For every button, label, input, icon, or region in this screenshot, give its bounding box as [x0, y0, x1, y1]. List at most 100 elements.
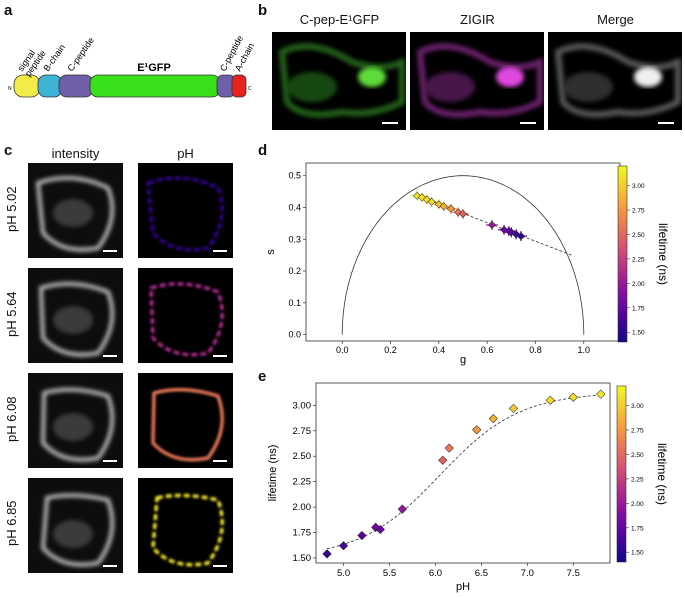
micrograph-cpep-e1gfp	[272, 32, 406, 130]
panel-label-a: a	[4, 2, 13, 19]
row-label-ph-502: pH 5.02	[4, 186, 19, 232]
data-point	[596, 389, 606, 399]
colorbar-label: lifetime (ns)	[656, 223, 670, 285]
fit-line	[414, 194, 572, 256]
y-tick-label: 0.1	[288, 298, 301, 308]
c-terminus-label: C	[248, 86, 252, 92]
lifetime-vs-ph-plot: 5.0 5.5 6.0 6.5 7.0 7.5 1.50 1.75 2.00 2.25 2.50 2.…	[267, 382, 669, 593]
data-point	[446, 204, 455, 213]
intensity-image	[28, 373, 123, 468]
a-chain-segment	[231, 74, 247, 98]
intensity-image	[28, 163, 123, 258]
y-tick-label: 0.4	[288, 203, 301, 213]
data-point	[322, 549, 332, 559]
panel-label-c: c	[4, 142, 13, 159]
c-peptide-segment-1	[58, 74, 94, 98]
x-tick-label: 6.0	[429, 568, 442, 579]
y-tick-label: 0.0	[288, 330, 301, 340]
intensity-image	[28, 478, 123, 573]
y-tick-label: 3.00	[293, 400, 312, 411]
colorbar-label: lifetime (ns)	[655, 443, 669, 505]
ph-lifetime-image	[138, 373, 233, 468]
panel-label-b: b	[258, 2, 268, 19]
data-point	[545, 395, 555, 405]
c-peptide-label-1: C-peptide	[65, 35, 96, 73]
ph-lifetime-image	[138, 478, 233, 573]
header-intensity: intensity	[51, 146, 100, 161]
micrograph-merge	[548, 32, 682, 130]
data-point	[438, 455, 448, 465]
panel-label-e: e	[258, 368, 267, 385]
x-tick-label: 7.0	[521, 568, 534, 579]
x-tick-label: 7.5	[567, 568, 580, 579]
colorbar-tick-label: 3.00	[631, 403, 644, 410]
data-point	[488, 413, 498, 424]
data-point	[472, 425, 482, 435]
colorbar-tick-label: 2.25	[632, 256, 645, 263]
y-tick-label: 0.5	[288, 171, 301, 181]
x-tick-label: 0.6	[481, 345, 494, 355]
plot-frame	[315, 382, 611, 564]
data-point	[357, 530, 367, 541]
data-point	[458, 209, 468, 218]
data-point	[439, 202, 448, 211]
scale-bar	[520, 122, 536, 124]
ph-lifetime-image	[138, 268, 233, 363]
y-tick-label: 2.00	[293, 502, 312, 513]
e1gfp-label: E¹GFP	[137, 62, 171, 74]
row-label-ph-685: pH 6.85	[4, 500, 19, 546]
fit-curve	[326, 394, 601, 550]
intensity-image	[28, 268, 123, 363]
data-point	[338, 541, 349, 551]
x-tick-label: 5.5	[383, 568, 396, 579]
data-point	[397, 504, 407, 514]
row-label-ph-564: pH 5.64	[4, 291, 19, 337]
universal-circle	[341, 175, 585, 335]
colorbar-tick-label: 1.50	[631, 550, 644, 557]
scale-bar	[658, 122, 674, 124]
x-axis-label: g	[460, 354, 466, 366]
header-cpep-e1gfp: C-pep-E¹GFP	[299, 12, 380, 27]
colorbar-tick-label: 1.50	[632, 330, 645, 337]
ph-lifetime-image	[138, 163, 233, 258]
x-tick-label: 0.4	[433, 345, 446, 355]
colorbar-tick-label: 2.75	[631, 428, 644, 435]
header-ph: pH	[177, 146, 194, 161]
data-point	[568, 392, 578, 402]
x-tick-label: 1.0	[578, 345, 591, 355]
panel-label-d: d	[258, 142, 268, 159]
construct-schematic: N C signalpeptide B-chain C-peptide E¹GF…	[8, 34, 256, 98]
e1gfp-segment	[89, 74, 221, 98]
x-tick-label: 5.0	[337, 568, 350, 579]
x-tick-label: 6.5	[475, 568, 488, 579]
colorbar-tick-label: 2.00	[631, 501, 644, 508]
colorbar-tick-label: 3.00	[632, 183, 645, 190]
colorbar-tick-label: 1.75	[632, 305, 645, 312]
y-tick-label: 2.50	[293, 451, 312, 462]
micrograph-zigir	[410, 32, 544, 130]
colorbar-tick-label: 2.75	[632, 208, 645, 215]
signal-peptide-segment	[13, 74, 41, 98]
phasor-plot: 0.0 0.2 0.4 0.6 0.8 1.0 0.0 0.1 0.2 0.3 0.4 0.5 g s…	[265, 162, 670, 366]
y-tick-label: 1.50	[293, 553, 312, 564]
header-zigir: ZIGIR	[460, 12, 495, 27]
colorbar	[616, 385, 627, 563]
data-point	[508, 403, 519, 414]
data-point	[516, 232, 525, 241]
scale-bar	[382, 122, 398, 124]
row-label-ph-608: pH 6.08	[4, 396, 19, 442]
data-point	[487, 220, 497, 230]
y-tick-label: 0.2	[288, 266, 301, 276]
y-axis-label: lifetime (ns)	[267, 445, 279, 502]
data-point	[375, 524, 385, 535]
colorbar-tick-label: 2.25	[631, 476, 644, 483]
y-tick-label: 0.3	[288, 234, 301, 244]
colorbar-tick-label: 2.00	[632, 281, 645, 288]
x-tick-label: 0.0	[336, 345, 349, 355]
data-point	[444, 443, 454, 453]
n-terminus-label: N	[8, 86, 12, 92]
signal-peptide-label: signalpeptide	[15, 43, 48, 78]
y-tick-label: 2.25	[293, 477, 312, 488]
x-tick-label: 0.2	[384, 345, 397, 355]
colorbar-tick-label: 1.75	[631, 525, 644, 532]
